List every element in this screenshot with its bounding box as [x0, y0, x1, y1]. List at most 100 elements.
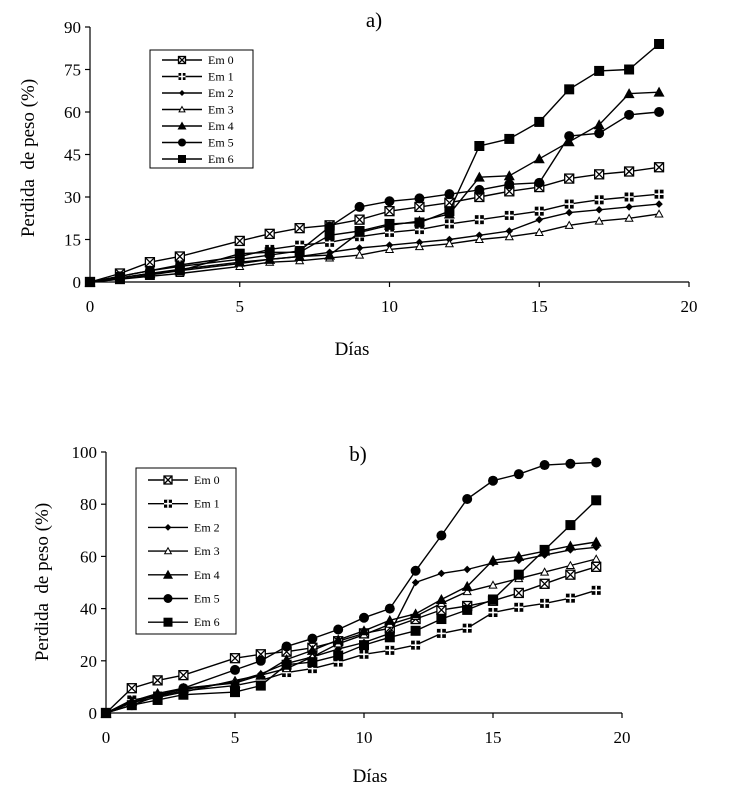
chart-a: 0 15 30 45 60 75 90 0 5 10 15 20 Días Perdida de peso… [18, 8, 698, 360]
chart-a-legend-label: Em 2 [208, 86, 234, 100]
chart-a-data-point [144, 257, 156, 268]
chart-b-data-point [307, 633, 318, 644]
chart-b-data-point [539, 567, 550, 576]
chart-b-data-point [488, 608, 498, 618]
chart-a-data-point-circle [534, 177, 545, 188]
chart-b-data-point [359, 649, 369, 659]
chart-a-data-point [473, 171, 485, 182]
chart-a-data-point-triangle [624, 213, 634, 222]
chart-b-data-point-circle [281, 641, 292, 652]
chart-b-data-point [411, 640, 421, 650]
chart-b-data-point-triangle [462, 586, 472, 596]
chart-a-legend-item: Em 0 [162, 53, 234, 67]
chart-a-data-point [564, 173, 575, 184]
chart-a-legend-marker [177, 121, 187, 130]
chart-a-data-point [654, 107, 665, 117]
chart-b-data-point-triangle [565, 560, 576, 570]
chart-b-data-point-cross [436, 604, 447, 615]
chart-b-data-point-plus [565, 593, 575, 603]
chart-b-data-point-plus [359, 649, 369, 659]
chart-a-data-point-cross [594, 169, 605, 180]
chart-b-data-point [178, 670, 189, 681]
chart-b-data-point-square [436, 614, 447, 625]
chart-a-data-point-cross [234, 235, 245, 246]
chart-b-y-tick-label: 100 [72, 443, 98, 462]
chart-b-data-point-circle [359, 612, 369, 623]
chart-b-data-point-triangle [384, 614, 396, 625]
chart-a-x-tick-label: 10 [381, 297, 398, 316]
chart-a-data-point [624, 109, 635, 120]
chart-a-data-point-circle [504, 179, 515, 190]
chart-a-data-point [174, 265, 185, 276]
chart-a-data-point [414, 201, 425, 213]
chart-a-data-point-triangle [444, 238, 455, 248]
chart-b-data-point [591, 585, 601, 595]
chart-a-y-axis-label: Perdida de peso (%) [18, 79, 39, 237]
chart-a-data-point [474, 141, 485, 151]
chart-a-data-point [654, 189, 664, 199]
chart-a-data-point [564, 131, 575, 142]
chart-a-y-tick-label: 15 [64, 231, 81, 250]
chart-b-data-point [281, 641, 292, 652]
chart-a-data-point-diamond [595, 205, 603, 214]
chart-b-data-point-square [513, 569, 524, 580]
chart-b-data-point-square [333, 650, 344, 661]
chart-a-data-point [624, 213, 634, 222]
chart-b-legend-marker [163, 594, 173, 603]
chart-b-data-point [488, 475, 498, 486]
chart-a-y-tick-label: 90 [64, 18, 81, 37]
chart-b-data-point [229, 677, 241, 688]
chart-b-data-point [230, 687, 240, 698]
chart-a-data-point [294, 223, 305, 234]
chart-a-series-em-2 [86, 200, 663, 286]
chart-a-data-point-square [474, 141, 485, 151]
chart-b-data-point-circle [462, 493, 473, 504]
chart-a-data-point [414, 217, 425, 228]
chart-b-data-point-triangle [410, 608, 422, 619]
chart-b-data-point-square [488, 594, 498, 605]
chart-b-data-point-triangle [332, 634, 344, 645]
chart-b-data-point [437, 569, 446, 578]
chart-b-legend-label: Em 3 [194, 544, 220, 558]
chart-b-data-point [384, 614, 396, 625]
chart-b-legend-label: Em 0 [194, 473, 220, 487]
chart-a-data-point [474, 184, 485, 195]
chart-b-legend-item: Em 4 [148, 568, 220, 582]
chart-a-data-point [534, 116, 545, 127]
chart-b-data-point-plus [591, 585, 601, 595]
chart-a-data-point-square [654, 39, 665, 49]
chart-a-data-point-square [384, 218, 395, 229]
chart-b-legend-marker-cross [163, 475, 173, 485]
chart-b-data-point [462, 493, 473, 504]
chart-b-data-point-circle [565, 458, 576, 469]
chart-a-data-point-triangle [503, 170, 515, 181]
chart-b-data-point [463, 565, 471, 574]
chart-b-data-point-plus [514, 602, 524, 612]
chart-a-data-point-cross [264, 228, 275, 239]
chart-a-data-point [594, 65, 605, 76]
chart-a-data-point-cross [144, 257, 155, 268]
chart-a-data-point-plus [624, 192, 634, 202]
chart-b-data-point-square [359, 640, 369, 651]
chart-b-data-point-cross [513, 587, 524, 598]
chart-b-x-tick-label: 15 [485, 728, 502, 747]
chart-a-data-point [414, 241, 425, 251]
chart-b-data-point-square [126, 700, 137, 711]
chart-b-data-point-circle [513, 469, 524, 480]
chart-a-data-point [354, 201, 365, 212]
chart-a-legend-marker-cross [178, 56, 186, 64]
chart-a-data-point-cross [414, 201, 425, 212]
chart-a-data-point [324, 221, 335, 232]
chart-b-data-point [590, 536, 602, 547]
chart-b: 0 20 40 60 80 100 0 5 10 15 20 Días Perdida de peso … [32, 442, 631, 787]
chart-b-data-point-cross [539, 578, 550, 589]
chart-b-data-point-triangle [564, 540, 576, 551]
chart-b-panel-label: b) [349, 442, 367, 466]
chart-a-data-point [234, 235, 245, 247]
chart-b-data-point [332, 634, 344, 645]
chart-a-data-point-plus [654, 189, 664, 199]
chart-a-data-point [234, 248, 245, 259]
chart-a-data-point-circle [444, 189, 455, 200]
chart-b-data-point [436, 530, 447, 541]
chart-a-legend-label: Em 5 [208, 136, 234, 150]
